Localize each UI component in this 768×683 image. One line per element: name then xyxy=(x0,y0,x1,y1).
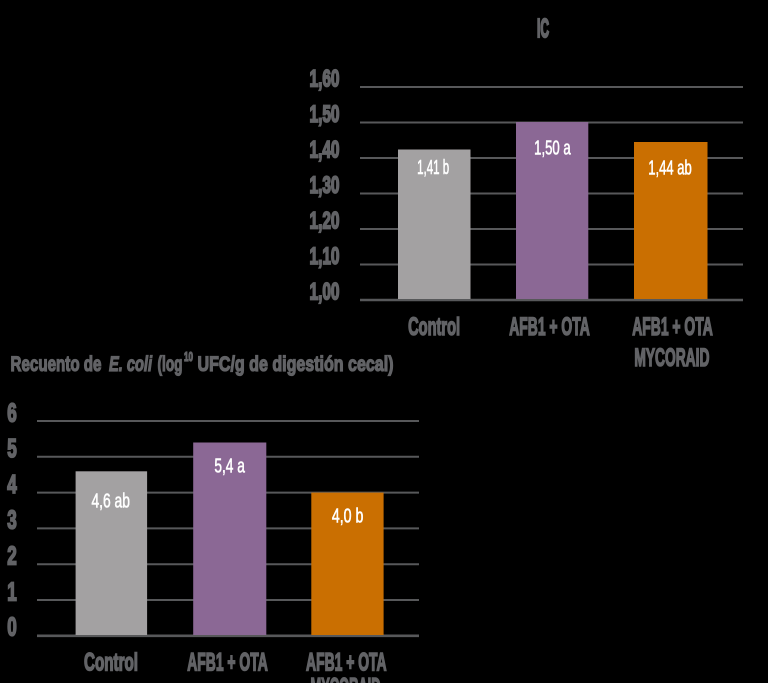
svg-text:AFB1 + OTA: AFB1 + OTA xyxy=(187,649,268,677)
svg-text:1,30: 1,30 xyxy=(310,172,340,199)
svg-text:1,10: 1,10 xyxy=(310,243,340,270)
svg-text:1,20: 1,20 xyxy=(310,208,340,235)
svg-text:4: 4 xyxy=(7,469,17,499)
svg-text:(log: (log xyxy=(158,352,183,376)
svg-text:AFB1 + OTA: AFB1 + OTA xyxy=(632,313,713,341)
svg-text:UFC/g de digestión cecal): UFC/g de digestión cecal) xyxy=(198,352,394,376)
svg-text:E. coli: E. coli xyxy=(109,352,153,376)
svg-text:1,00: 1,00 xyxy=(310,279,340,306)
svg-text:0: 0 xyxy=(7,612,17,642)
svg-text:5,4 a: 5,4 a xyxy=(214,455,245,477)
svg-text:IC: IC xyxy=(537,15,549,43)
svg-text:1,41 b: 1,41 b xyxy=(417,157,449,179)
svg-text:Recuento de: Recuento de xyxy=(11,352,102,376)
svg-text:AFB1 + OTA: AFB1 + OTA xyxy=(509,313,590,341)
svg-text:5: 5 xyxy=(7,433,17,463)
svg-text:6: 6 xyxy=(7,397,17,427)
svg-text:AFB1 + OTA: AFB1 + OTA xyxy=(306,649,387,677)
svg-text:1,50: 1,50 xyxy=(310,101,340,128)
svg-text:1,44 ab: 1,44 ab xyxy=(648,158,692,180)
svg-text:1,40: 1,40 xyxy=(310,137,340,164)
svg-text:4,0 b: 4,0 b xyxy=(332,506,364,528)
svg-text:1,60: 1,60 xyxy=(310,66,340,93)
svg-text:3: 3 xyxy=(7,505,17,535)
svg-text:Control: Control xyxy=(408,313,460,341)
svg-text:1,50 a: 1,50 a xyxy=(534,138,571,160)
svg-text:1: 1 xyxy=(7,576,17,606)
svg-text:Control: Control xyxy=(84,649,138,677)
svg-text:MYCORAID: MYCORAID xyxy=(634,344,709,372)
svg-text:MYCORAID: MYCORAID xyxy=(311,674,381,683)
svg-text:10: 10 xyxy=(184,349,193,364)
svg-text:2: 2 xyxy=(7,541,17,571)
svg-text:4,6 ab: 4,6 ab xyxy=(91,490,130,512)
